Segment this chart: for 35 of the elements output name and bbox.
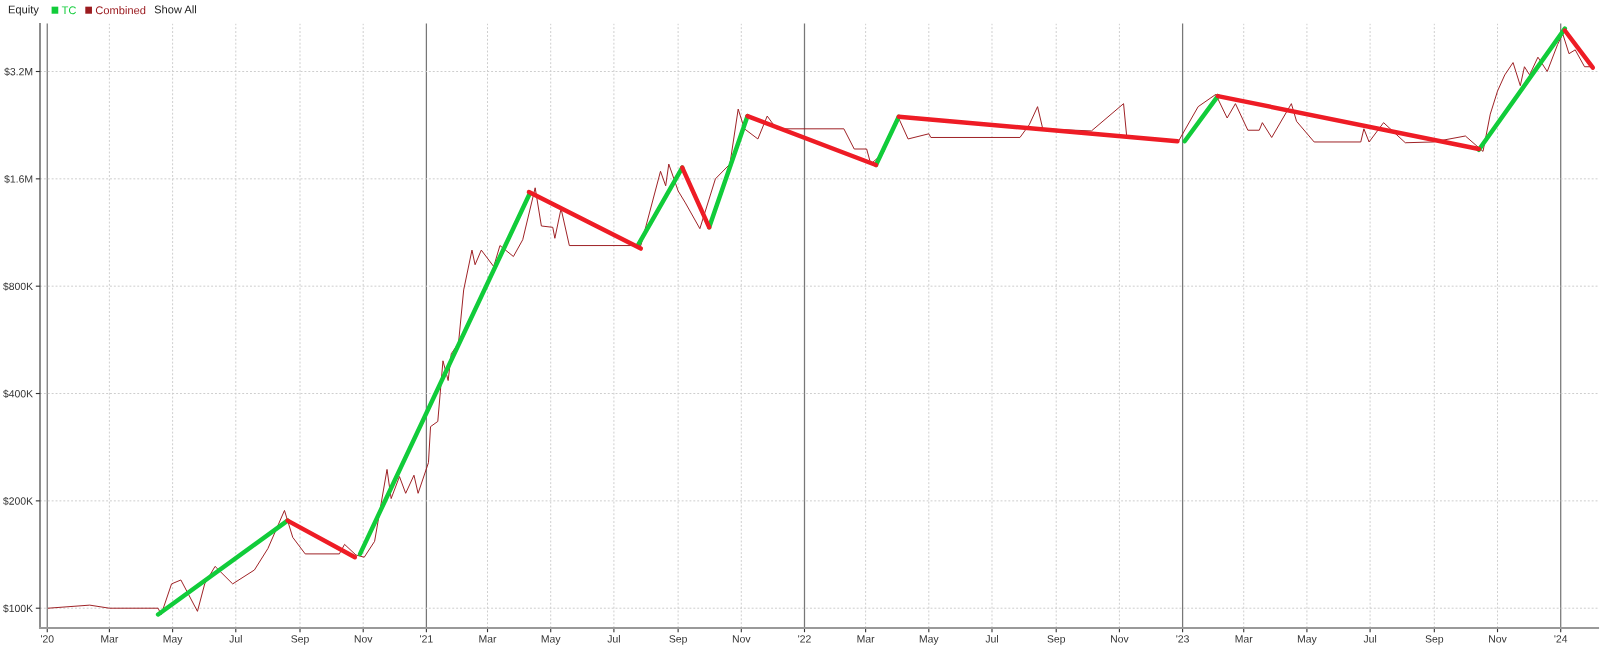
y-tick-label: $1.6M xyxy=(4,174,33,184)
y-tick-label: $3.2M xyxy=(4,67,33,76)
x-tick-label: Nov xyxy=(1111,635,1129,643)
x-tick-label: Sep xyxy=(291,635,309,645)
x-tick-label: Mar xyxy=(479,635,497,643)
y-tick-label: $400K xyxy=(3,389,33,399)
y-tick-label: $800K xyxy=(3,282,33,291)
x-tick-label: '24 xyxy=(1554,635,1568,643)
x-tick-label: Jul xyxy=(607,634,620,643)
x-tick-label: May xyxy=(541,635,561,645)
x-tick-label: Nov xyxy=(1489,635,1507,643)
x-tick-label: '23 xyxy=(1176,635,1189,643)
x-tick-label: '20 xyxy=(40,635,54,643)
x-tick-label: May xyxy=(1297,635,1317,645)
legend-label: TC xyxy=(61,6,76,15)
x-tick-label: Sep xyxy=(1425,635,1444,645)
text: Show All xyxy=(154,5,197,14)
x-tick-label: May xyxy=(919,635,939,645)
chart-title: Equity xyxy=(8,5,39,16)
x-tick-label: Mar xyxy=(857,635,875,643)
x-tick-label: Sep xyxy=(669,635,687,645)
x-tick-label: Mar xyxy=(101,635,119,643)
x-tick-label: Jul xyxy=(1363,634,1377,643)
x-tick-label: May xyxy=(163,635,183,645)
x-tick-label: '21 xyxy=(420,635,433,643)
y-tick-label: $100K xyxy=(3,604,33,613)
y-tick-label: $200K xyxy=(3,496,33,506)
legend-label: Combined xyxy=(95,6,146,15)
x-tick-label: Mar xyxy=(1235,635,1253,643)
x-tick-label: '22 xyxy=(798,635,811,643)
x-tick-label: Jul xyxy=(229,634,242,643)
x-tick-label: Nov xyxy=(732,635,751,643)
x-tick-label: Nov xyxy=(354,635,373,643)
x-tick-label: Jul xyxy=(985,634,998,643)
x-tick-label: Sep xyxy=(1047,635,1066,645)
